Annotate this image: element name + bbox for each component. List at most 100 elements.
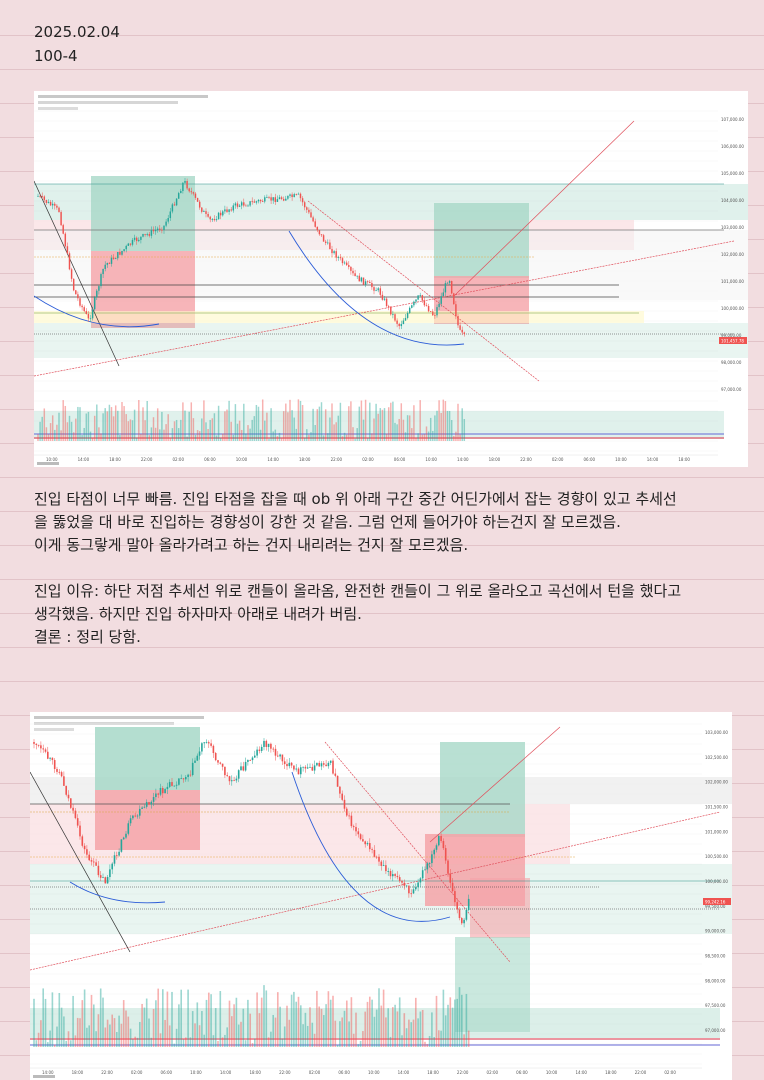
candle-body <box>293 194 295 198</box>
volume-bar <box>203 400 205 441</box>
volume-bar <box>454 999 456 1047</box>
volume-bar <box>387 407 390 441</box>
candle-body <box>150 230 153 236</box>
candle-body <box>152 230 155 232</box>
candle-body <box>76 818 79 826</box>
volume-bar <box>293 417 295 441</box>
candle-body <box>56 768 58 772</box>
chart-zone-3 <box>91 176 195 251</box>
volume-bar <box>41 416 43 441</box>
candle-body <box>419 295 421 296</box>
candle-body <box>398 877 401 881</box>
candle-body <box>453 293 455 305</box>
candle-body <box>415 299 417 302</box>
candle-body <box>83 307 85 312</box>
volume-bar <box>230 1016 233 1047</box>
time-axis-label: 18:00 <box>249 1070 261 1075</box>
candle-body <box>134 815 137 817</box>
volume-bar <box>58 992 61 1047</box>
volume-bar <box>304 1012 307 1047</box>
volume-bar <box>219 991 222 1047</box>
candle-body <box>247 205 249 207</box>
candle-body <box>369 281 371 284</box>
time-axis-label: 22:00 <box>457 1070 469 1075</box>
volume-bar <box>336 1044 339 1047</box>
candle-body <box>91 309 94 319</box>
volume-bar <box>446 410 449 441</box>
trading-chart-screenshot-2: 97,000.00 97,500.00 98,000.00 98,500.00 99,0… <box>30 712 732 1080</box>
volume-bar <box>198 1025 201 1047</box>
volume-bar <box>327 433 329 441</box>
volume-bar <box>279 1006 281 1047</box>
volume-bar <box>95 1031 97 1047</box>
candle-body <box>64 233 67 247</box>
candle-body <box>196 755 199 761</box>
volume-bar <box>168 1025 171 1047</box>
candle-body <box>434 315 436 317</box>
candle-body <box>383 298 386 300</box>
candle-body <box>243 202 245 206</box>
volume-bar <box>255 404 258 441</box>
candle-body <box>39 195 41 197</box>
price-axis-label: 102,000.00 <box>721 252 744 257</box>
candle-body <box>100 274 102 287</box>
volume-bar <box>196 1002 199 1047</box>
candle-body <box>190 191 193 193</box>
candle-body <box>37 195 39 197</box>
candle-body <box>303 202 306 208</box>
candle-body <box>381 294 384 300</box>
volume-bar <box>230 421 232 441</box>
note-header: 2025.02.04 100-4 <box>34 20 120 68</box>
candle-body <box>74 810 77 819</box>
candle-body <box>207 742 210 744</box>
candle-body <box>432 311 434 316</box>
candle-body <box>242 766 245 771</box>
volume-bar <box>253 1038 256 1047</box>
volume-bar <box>60 430 62 441</box>
chart-trendline-0 <box>34 240 735 377</box>
candle-body <box>75 290 77 295</box>
volume-bar <box>306 1025 309 1047</box>
volume-bar <box>268 438 270 441</box>
candle-body <box>359 834 362 840</box>
time-axis-label: 18:00 <box>489 457 501 462</box>
candle-body <box>389 870 392 877</box>
candle-body <box>102 877 104 878</box>
chart-header-symbol <box>38 95 208 98</box>
time-axis-label: 14:00 <box>647 457 659 462</box>
candle-body <box>182 778 185 780</box>
candle-body <box>270 197 272 201</box>
volume-bar <box>362 419 365 441</box>
volume-bar <box>434 415 436 441</box>
candle-body <box>224 766 226 776</box>
volume-bar <box>228 400 230 441</box>
volume-bar <box>463 419 466 441</box>
candle-body <box>267 743 270 747</box>
time-axis-label: 22:00 <box>520 457 532 462</box>
volume-bar <box>437 1030 440 1047</box>
candle-body <box>186 180 188 189</box>
volume-bar <box>290 994 293 1047</box>
candle-body <box>258 749 261 751</box>
volume-bar <box>419 400 421 441</box>
candle-body <box>129 243 132 245</box>
chart-header-ohlc <box>34 722 174 725</box>
candle-body <box>293 765 295 770</box>
volume-bar <box>414 997 417 1047</box>
candle-body <box>222 211 224 216</box>
candle-body <box>283 761 286 765</box>
volume-bar <box>144 420 146 441</box>
volume-bar <box>377 413 379 441</box>
price-axis-label: 102,000.00 <box>705 780 728 785</box>
volume-bar <box>87 411 90 441</box>
volume-bar <box>121 402 123 441</box>
volume-bar <box>81 1000 84 1047</box>
time-axis-label: 10:00 <box>425 457 437 462</box>
volume-bar <box>97 1014 100 1047</box>
volume-bar <box>411 428 413 441</box>
candle-body <box>312 217 314 222</box>
candle-body <box>228 209 230 212</box>
tradingview-logo <box>33 1075 55 1078</box>
candle-body <box>343 799 346 809</box>
volume-bar <box>102 997 104 1047</box>
